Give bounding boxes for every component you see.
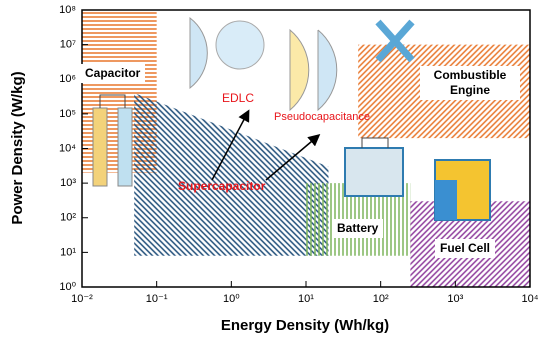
battery-illustration	[344, 147, 404, 197]
arrow	[211, 109, 250, 181]
annotation: EDLC	[222, 91, 254, 105]
region	[134, 93, 329, 256]
arrow	[265, 134, 321, 181]
illustrations	[92, 16, 491, 221]
region-label: Capacitor	[80, 64, 146, 83]
y-tick-label: 10⁵	[59, 108, 76, 120]
x-tick-label: 10⁰	[223, 293, 240, 305]
y-tick-label: 10⁸	[59, 4, 76, 16]
capacitor-wire	[99, 94, 126, 108]
x-tick-label: 10⁻¹	[146, 293, 168, 305]
pseudo-illustration	[289, 28, 310, 112]
fuelcell-illustration	[435, 180, 457, 220]
y-tick-label: 10⁴	[59, 142, 76, 154]
capacitor-plate	[117, 107, 133, 187]
y-axis-title: Power Density (W/kg)	[9, 71, 26, 224]
edlc-illustration	[215, 20, 265, 70]
y-tick-label: 10²	[60, 212, 76, 224]
region-label: Combustible Engine	[420, 66, 520, 100]
x-tick-label: 10³	[447, 293, 463, 305]
x-tick-label: 10⁴	[522, 293, 539, 305]
x-tick-label: 10⁻²	[71, 293, 93, 305]
pseudo-illustration	[317, 29, 338, 112]
x-tick-label: 10¹	[298, 293, 314, 305]
engine-illustration	[375, 19, 415, 63]
edlc-illustration	[189, 16, 208, 90]
x-tick-label: 10²	[373, 293, 389, 305]
capacitor-plate	[92, 107, 108, 187]
x-axis-title: Energy Density (Wh/kg)	[221, 317, 389, 334]
y-tick-label: 10⁷	[60, 39, 76, 51]
battery-wire	[361, 137, 389, 148]
y-tick-label: 10¹	[60, 246, 76, 258]
annotation: Pseudocapacitance	[274, 111, 370, 123]
region-label: Supercapacitor	[178, 179, 266, 193]
y-tick-label: 10⁰	[59, 281, 76, 293]
y-tick-label: 10³	[60, 177, 76, 189]
y-tick-label: 10⁶	[59, 73, 76, 85]
region-label: Battery	[332, 219, 384, 238]
region-label: Fuel Cell	[435, 239, 496, 258]
